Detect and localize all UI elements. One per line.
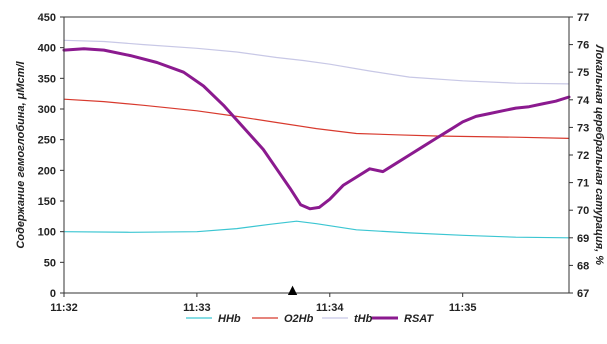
y-right-tick-label: 76 — [577, 40, 589, 52]
series-line-o2hb — [63, 98, 570, 139]
plot-area — [62, 39, 571, 239]
y-right-tick-label: 71 — [577, 178, 589, 190]
axes: 0 50 100 150 200 250 300 350 400 450 67 68 69 70 71 72 7… — [15, 12, 605, 314]
y-left-tick-label: 100 — [38, 227, 56, 239]
y-left-axis-title: Содержание гемоглобина, μMcm/l — [15, 61, 27, 249]
y-left-tick-label: 300 — [38, 104, 56, 116]
y-left-tick-label: 450 — [38, 12, 56, 24]
y-right-tick-label: 70 — [577, 205, 589, 217]
series-line-hhb — [63, 220, 570, 239]
series-line-thb — [63, 39, 570, 85]
legend-label-o2hb: O2Hb — [284, 313, 314, 325]
y-right-tick-label: 74 — [577, 95, 590, 107]
y-left-tick-label: 400 — [38, 43, 56, 55]
legend: HHb O2Hb tHb RSAT — [186, 313, 434, 325]
event-marker: ▲ — [285, 282, 301, 299]
x-tick-label: 11:34 — [316, 302, 344, 314]
y-right-tick-label: 77 — [577, 12, 589, 24]
y-left-tick-label: 50 — [44, 257, 56, 269]
series-line-rsat — [62, 47, 571, 211]
x-tick-label: 11:32 — [50, 302, 78, 314]
y-left-tick-label: 150 — [38, 196, 56, 208]
y-right-tick-label: 75 — [577, 67, 589, 79]
y-left-tick-label: 0 — [50, 288, 56, 300]
y-right-tick-label: 73 — [577, 122, 589, 134]
y-left-tick-label: 250 — [38, 135, 56, 147]
y-right-axis-title: Локальная церебральная сатурация, % — [593, 44, 605, 265]
y-right-tick-label: 68 — [577, 260, 589, 272]
y-right-tick-label: 72 — [577, 150, 589, 162]
y-left-tick-label: 350 — [38, 73, 56, 85]
legend-label-rsat: RSAT — [404, 313, 434, 325]
legend-label-hhb: HHb — [218, 313, 241, 325]
y-right-tick-label: 69 — [577, 233, 589, 245]
x-tick-label: 11:35 — [449, 302, 477, 314]
legend-label-thb: tHb — [354, 313, 373, 325]
y-left-tick-label: 200 — [38, 165, 56, 177]
x-tick-label: 11:33 — [183, 302, 211, 314]
y-right-tick-label: 67 — [577, 288, 589, 300]
